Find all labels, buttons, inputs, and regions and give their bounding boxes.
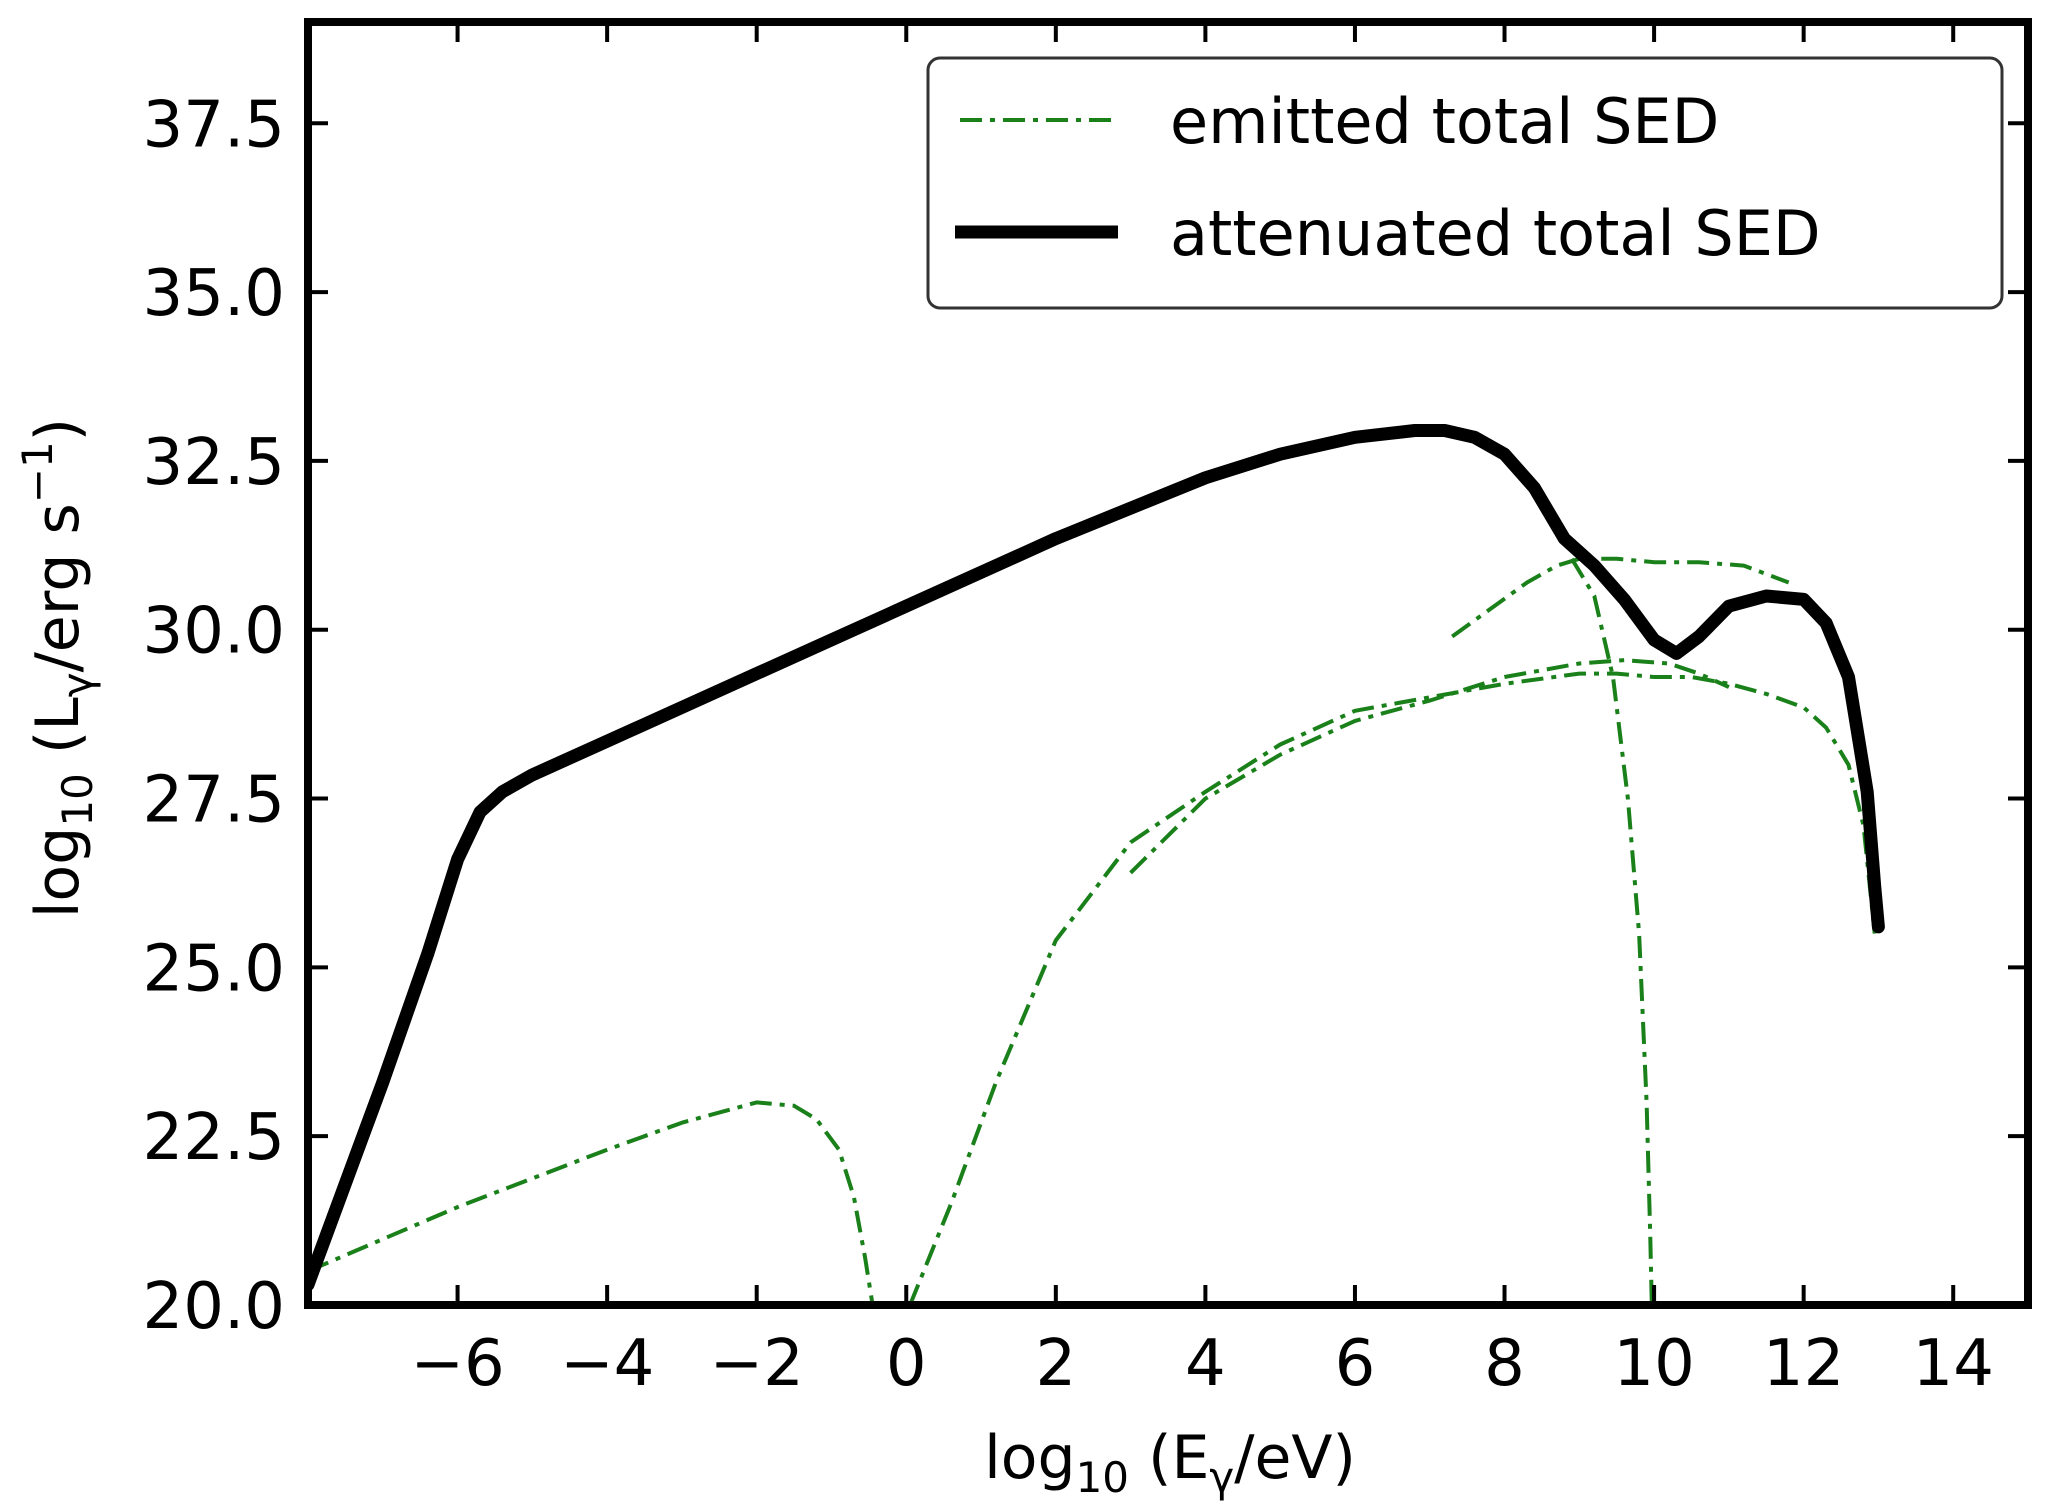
x-tick-label-6: 6 [1335, 1327, 1376, 1401]
y-tick-label-2: 25.0 [143, 932, 286, 1006]
y-tick-label-7: 37.5 [143, 88, 286, 162]
series-line-emitted-2 [1129, 658, 1730, 875]
y-tick-label-1: 22.5 [143, 1101, 286, 1175]
y-tick-label-0: 20.0 [143, 1270, 286, 1344]
ticks-layer: −6 −4 −2 0 2 4 6 8 10 12 14 20.0 22.5 25.0 27.5 30.0 32.… [143, 22, 2028, 1401]
series-line-emitted-4 [1570, 557, 1654, 1305]
x-tick-label-4: 2 [1035, 1327, 1076, 1401]
x-tick-label-7: 8 [1484, 1327, 1525, 1401]
y-axis-label: log10 (Lγ/erg s−1) [13, 418, 102, 918]
series-line-emitted-1 [908, 671, 1877, 1305]
x-tick-label-2: −2 [710, 1327, 804, 1401]
y-tick-label-3: 27.5 [143, 764, 286, 838]
x-tick-label-0: −6 [410, 1327, 504, 1401]
series-line-attenuated-5 [308, 424, 1885, 1292]
x-tick-label-3: 0 [886, 1327, 927, 1401]
x-tick-label-1: −4 [560, 1327, 654, 1401]
legend: emitted total SED attenuated total SED [926, 56, 2004, 310]
plot-frame [304, 18, 2032, 1309]
y-tick-label-4: 30.0 [143, 595, 286, 669]
x-axis-label: log10 (Eγ/eV) [984, 1423, 1356, 1502]
y-tick-label-6: 35.0 [143, 257, 286, 331]
series-line-emitted-3 [1451, 556, 1790, 639]
x-tick-label-10: 14 [1912, 1327, 1993, 1401]
x-tick-label-8: 10 [1613, 1327, 1694, 1401]
x-tick-label-9: 12 [1763, 1327, 1844, 1401]
legend-box [926, 56, 2004, 310]
legend-label-emitted: emitted total SED [1170, 85, 1719, 158]
y-tick-label-5: 32.5 [143, 426, 286, 500]
legend-label-attenuated: attenuated total SED [1170, 197, 1821, 270]
series-line-emitted-0 [308, 1100, 875, 1305]
series-layer [308, 424, 1885, 1305]
x-tick-label-5: 4 [1185, 1327, 1226, 1401]
